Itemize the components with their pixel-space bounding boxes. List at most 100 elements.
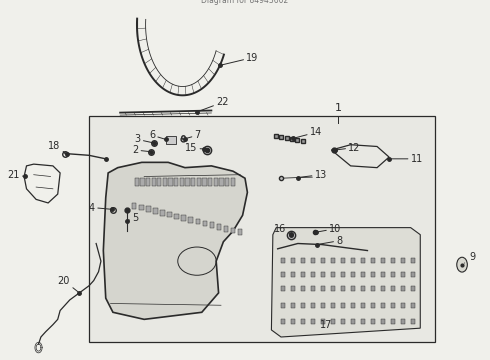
- Bar: [140, 178, 145, 186]
- Bar: [153, 208, 158, 214]
- Text: 3: 3: [135, 134, 154, 144]
- Bar: [231, 228, 235, 233]
- Bar: [220, 178, 223, 186]
- Bar: [301, 319, 305, 324]
- Text: 4: 4: [89, 203, 112, 212]
- Bar: [181, 215, 186, 221]
- Text: 19: 19: [220, 53, 259, 66]
- Bar: [311, 286, 315, 291]
- Bar: [301, 258, 305, 262]
- Bar: [331, 272, 335, 277]
- Bar: [401, 303, 405, 309]
- Text: 18: 18: [48, 141, 67, 154]
- Bar: [166, 136, 176, 144]
- Bar: [341, 303, 344, 309]
- Bar: [371, 303, 375, 309]
- Text: 13: 13: [298, 170, 327, 180]
- Bar: [291, 286, 295, 291]
- Text: 9: 9: [465, 252, 476, 263]
- Bar: [341, 319, 344, 324]
- Bar: [301, 303, 305, 309]
- Polygon shape: [271, 228, 420, 337]
- Text: 21: 21: [7, 170, 25, 180]
- Bar: [351, 303, 355, 309]
- Bar: [214, 178, 218, 186]
- Bar: [341, 258, 344, 262]
- Bar: [321, 258, 325, 262]
- Bar: [191, 178, 196, 186]
- Bar: [196, 178, 201, 186]
- Bar: [210, 222, 214, 228]
- Bar: [371, 286, 375, 291]
- Bar: [89, 117, 435, 342]
- Bar: [381, 319, 385, 324]
- Bar: [411, 319, 415, 324]
- Bar: [331, 286, 335, 291]
- Text: 2: 2: [132, 145, 151, 155]
- Text: 22: 22: [197, 98, 229, 112]
- Ellipse shape: [457, 257, 467, 272]
- Bar: [146, 206, 150, 212]
- Bar: [169, 178, 173, 186]
- Bar: [231, 178, 235, 186]
- Bar: [411, 258, 415, 262]
- Bar: [351, 258, 355, 262]
- Bar: [361, 286, 365, 291]
- Bar: [160, 210, 165, 216]
- Bar: [341, 272, 344, 277]
- Polygon shape: [103, 162, 247, 319]
- Bar: [331, 258, 335, 262]
- Bar: [401, 272, 405, 277]
- Bar: [391, 286, 394, 291]
- Bar: [163, 178, 167, 186]
- Text: 6: 6: [149, 130, 166, 140]
- Bar: [189, 217, 193, 223]
- Bar: [401, 286, 405, 291]
- Bar: [291, 272, 295, 277]
- Bar: [301, 272, 305, 277]
- Bar: [371, 319, 375, 324]
- Bar: [381, 272, 385, 277]
- Bar: [185, 178, 190, 186]
- Bar: [225, 178, 229, 186]
- Bar: [321, 319, 325, 324]
- Bar: [391, 319, 394, 324]
- Bar: [281, 258, 285, 262]
- Bar: [311, 303, 315, 309]
- Bar: [139, 205, 144, 210]
- Bar: [208, 178, 212, 186]
- Text: 14: 14: [293, 127, 322, 138]
- Bar: [311, 258, 315, 262]
- Text: 10: 10: [316, 224, 342, 234]
- Bar: [321, 286, 325, 291]
- Bar: [401, 258, 405, 262]
- Bar: [361, 258, 365, 262]
- Bar: [174, 178, 178, 186]
- Bar: [281, 286, 285, 291]
- Bar: [391, 303, 394, 309]
- Bar: [351, 272, 355, 277]
- Bar: [311, 272, 315, 277]
- Text: 15: 15: [185, 143, 204, 153]
- Text: Diagram for 84943602: Diagram for 84943602: [201, 0, 289, 5]
- Bar: [202, 178, 207, 186]
- Bar: [361, 272, 365, 277]
- Bar: [381, 303, 385, 309]
- Text: 17: 17: [320, 320, 333, 330]
- Text: 7: 7: [185, 130, 201, 140]
- Bar: [391, 258, 394, 262]
- Bar: [411, 286, 415, 291]
- Bar: [341, 286, 344, 291]
- Bar: [381, 286, 385, 291]
- Bar: [281, 303, 285, 309]
- Bar: [217, 224, 221, 230]
- Bar: [281, 272, 285, 277]
- Bar: [311, 319, 315, 324]
- Bar: [331, 319, 335, 324]
- Bar: [351, 286, 355, 291]
- Bar: [180, 178, 184, 186]
- Bar: [168, 212, 172, 217]
- Bar: [238, 229, 242, 235]
- Bar: [291, 258, 295, 262]
- Bar: [157, 178, 162, 186]
